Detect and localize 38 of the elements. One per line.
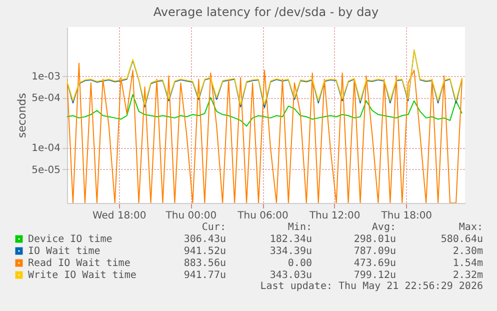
legend-label: Read IO Wait time <box>28 258 130 269</box>
x-tick-label: Thu 06:00 <box>236 210 288 222</box>
legend-label: Write IO Wait time <box>28 270 136 281</box>
x-tick-label: Thu 18:00 <box>380 210 432 222</box>
text: 1.54m <box>452 258 483 270</box>
legend-label: Device IO time <box>28 234 112 245</box>
y-axis-title: seconds <box>16 92 29 138</box>
text: 787.09u <box>354 246 396 258</box>
y-tick-label: 1e-04 <box>32 143 60 154</box>
text: Min: <box>288 222 312 234</box>
text: 306.43u <box>184 234 226 246</box>
text: 343.03u <box>270 270 312 281</box>
text: 334.39u <box>270 246 312 258</box>
text: 2.32m <box>452 270 483 282</box>
text: 298.01u <box>354 234 396 246</box>
y-tick-label: 5e-05 <box>32 164 60 176</box>
text: 941.52u <box>184 246 226 258</box>
line-series <box>67 94 463 127</box>
y-tick-label: 1e-03 <box>32 71 60 82</box>
text: 580.64u <box>440 234 483 246</box>
y-tick-label: 5e-04 <box>32 93 60 104</box>
text: Max: <box>458 222 483 234</box>
text: 941.77u <box>184 270 226 282</box>
text: Cur: <box>202 222 226 234</box>
text: 799.12u <box>354 270 396 281</box>
legend-label: IO Wait time <box>28 246 100 257</box>
text: 473.69u <box>354 258 396 270</box>
text: Avg: <box>372 222 396 234</box>
text: 0.00 <box>288 258 312 270</box>
text: 883.56u <box>184 258 226 270</box>
text: Last update: Thu May 21 22:56:29 2026 <box>260 281 483 293</box>
chart-title: Average latency for /dev/sda - by day <box>153 5 379 19</box>
x-tick-label: Thu 12:00 <box>308 210 360 222</box>
x-tick-label: Thu 00:00 <box>164 210 217 222</box>
text: 2.30m <box>452 246 483 258</box>
line-series <box>67 62 463 203</box>
x-tick-label: Wed 18:00 <box>92 210 146 222</box>
text: 182.34u <box>270 234 312 246</box>
